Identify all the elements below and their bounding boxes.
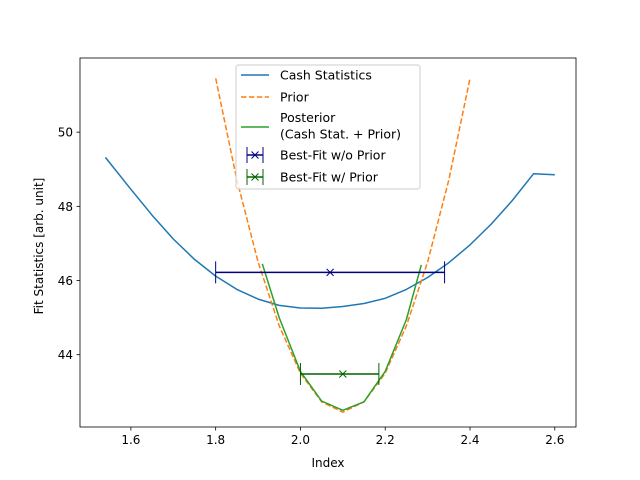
x-tick-label: 1.6 [121,433,140,447]
x-axis-label: Index [311,456,344,470]
legend-label-errorbar-2: Best-Fit w/ Prior [280,170,379,185]
series-line-1 [104,156,555,310]
x-tick-label: 2.2 [376,433,395,447]
x-tick-label: 2.4 [460,433,479,447]
x-tick-label: 2.6 [545,433,564,447]
legend-label-errorbar-1: Best-Fit w/o Prior [280,148,386,163]
y-tick-label: 44 [58,348,73,362]
errorbar-marker [326,268,334,277]
legend-handle-errorbar-1 [246,147,264,163]
legend-label-posterior-detail: (Cash Stat. + Prior) [280,127,401,142]
errorbar-1 [215,261,446,284]
plot-frame [79,57,577,428]
y-tick-label: 50 [58,126,73,140]
errorbar-marker [338,370,347,378]
y-tick-label: 48 [58,200,73,214]
x-tick-label: 1.8 [206,433,225,447]
series-line-3 [261,263,423,412]
series-line-2 [214,78,471,413]
y-axis-label: Fit Statistics [arb. unit] [32,178,46,315]
legend-errorbar-marker [251,173,259,181]
legend-label-posterior: Posterior [280,110,336,125]
x-tick-label: 2.0 [291,433,310,447]
y-tick-label: 46 [58,274,73,288]
legend-errorbar-marker [251,151,259,159]
legend-handle-errorbar-2 [246,169,264,185]
legend-box [235,64,421,190]
legend: Cash Statistics Prior Posterior (Cash Stat.… [235,64,421,190]
errorbar-2 [299,362,380,385]
legend-label-cash: Cash Statistics [280,68,372,83]
legend-label-prior: Prior [280,90,310,105]
